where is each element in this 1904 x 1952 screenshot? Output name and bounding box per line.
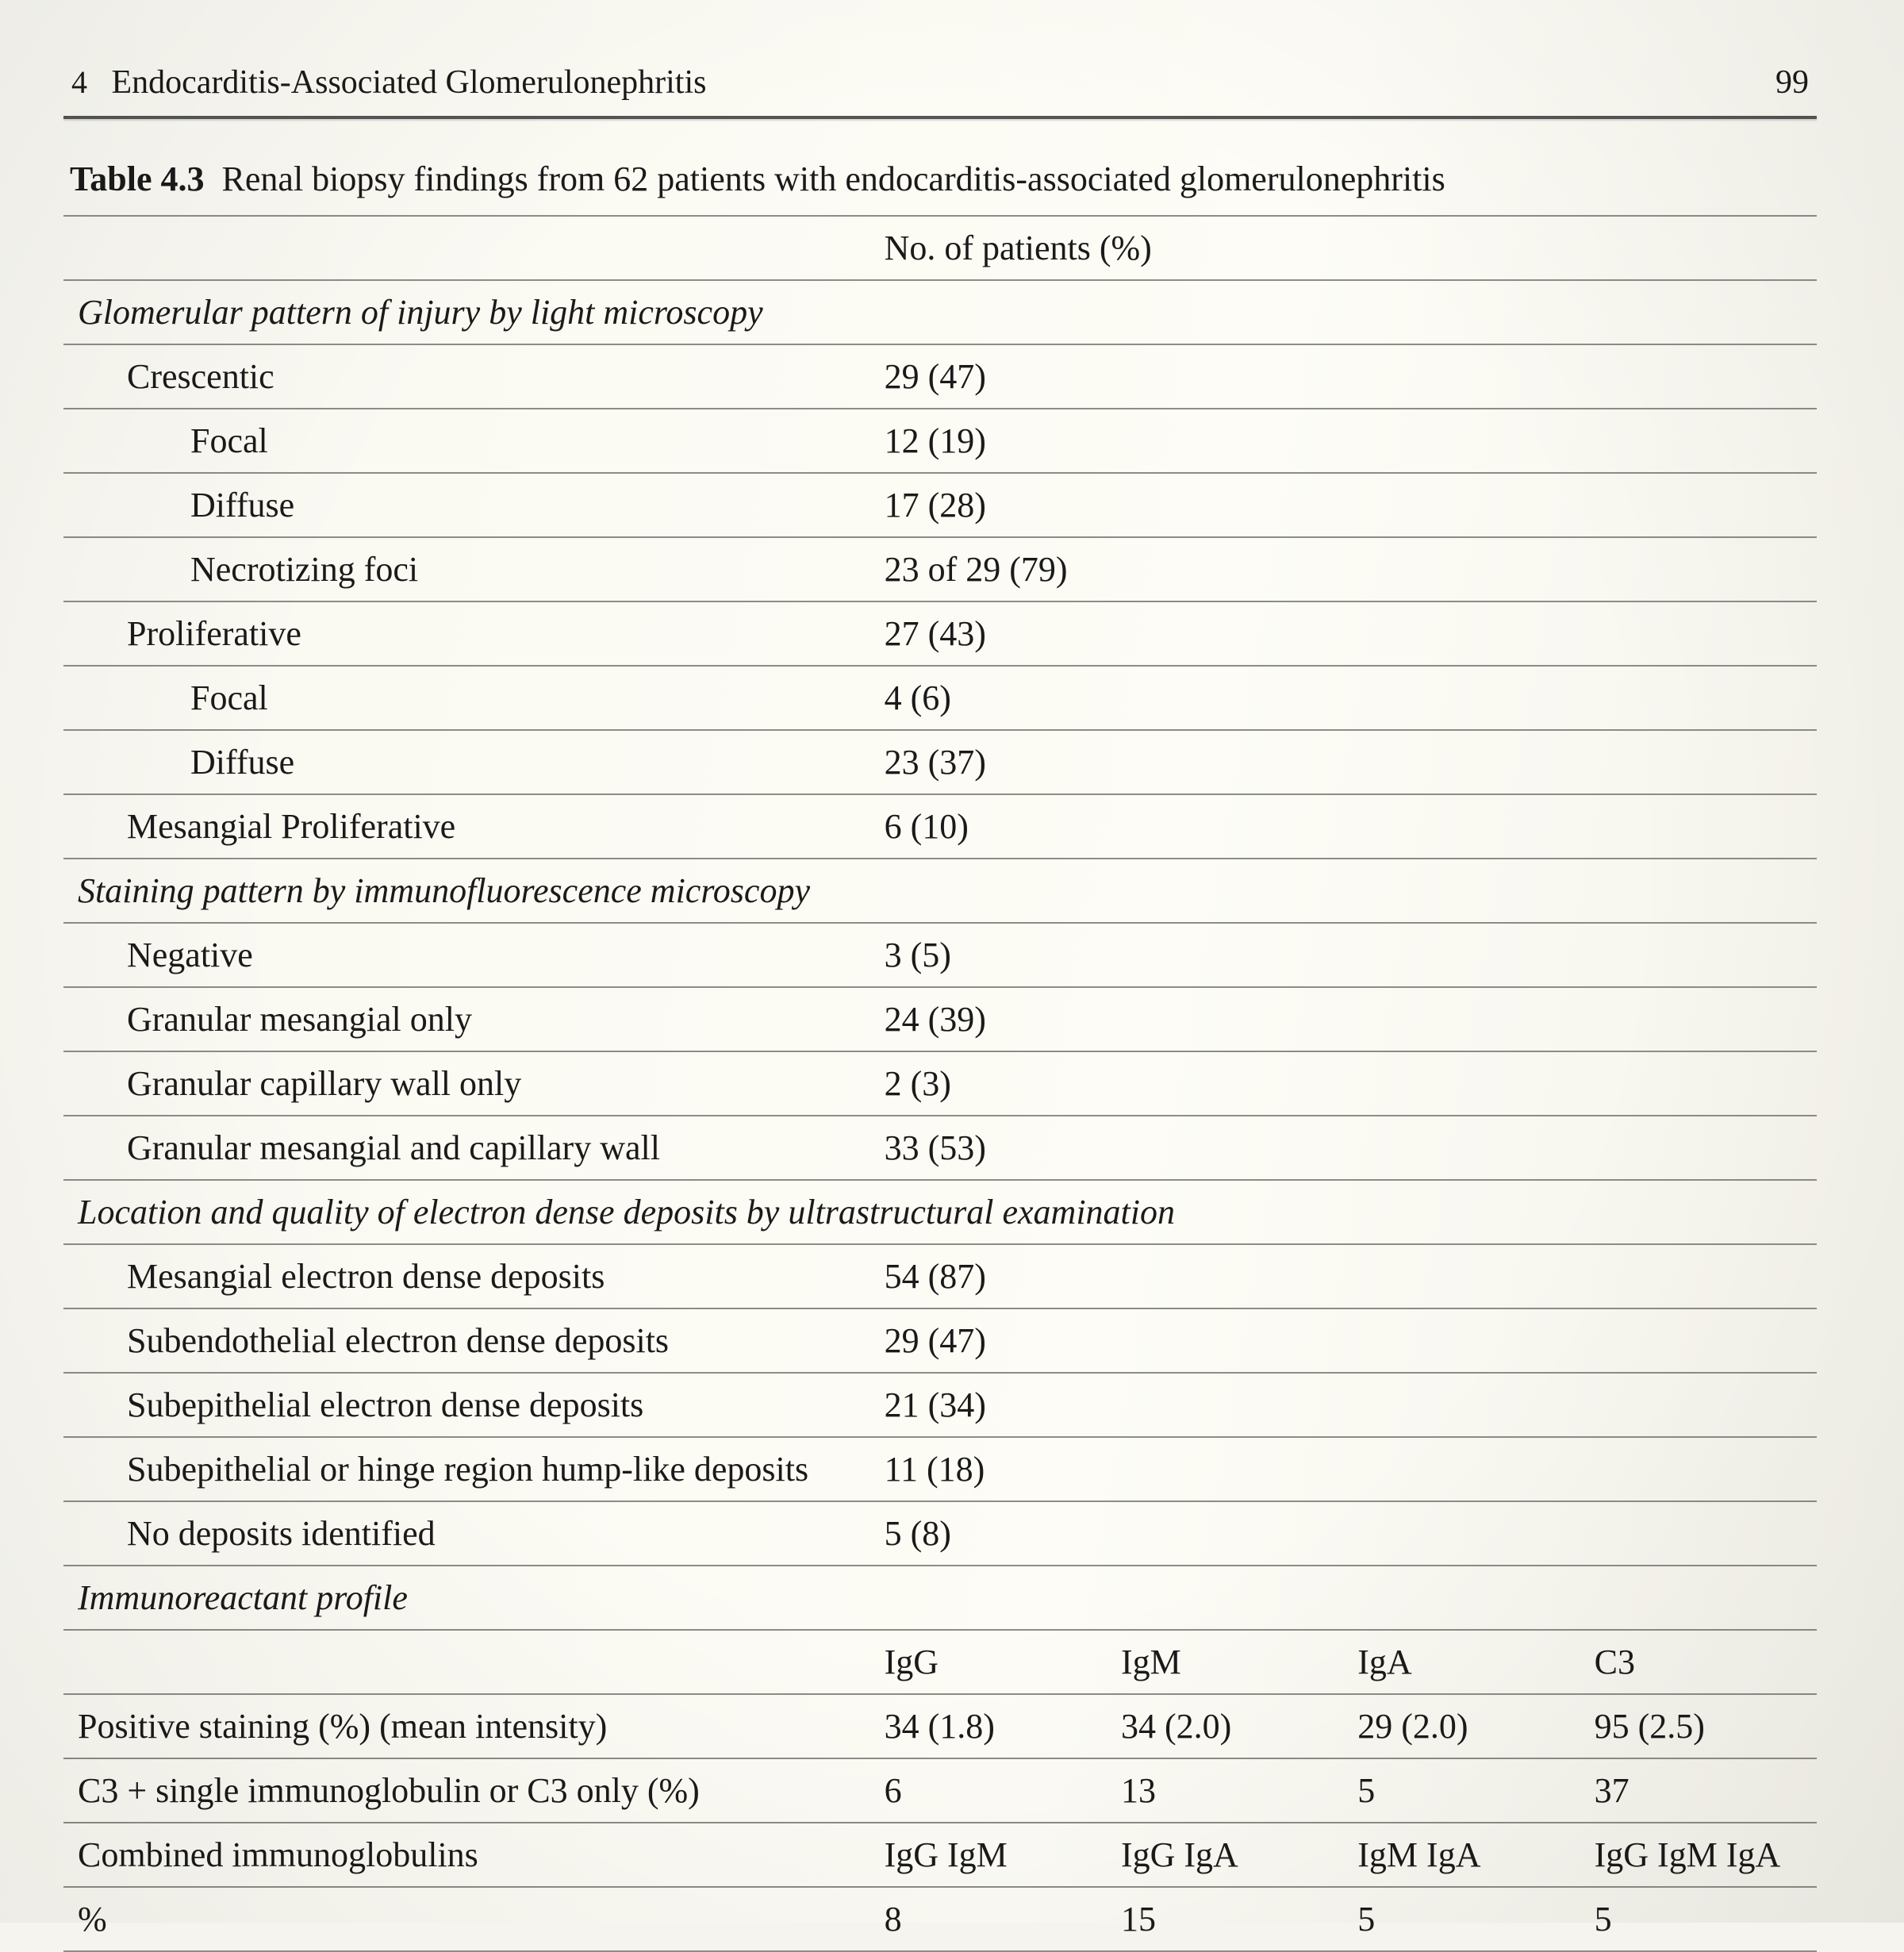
row-label: Positive staining (%) (mean intensity) — [63, 1694, 870, 1758]
row-value: 23 (37) — [870, 730, 1817, 794]
row-value: IgG IgM IgA — [1580, 1823, 1817, 1887]
row-value: 54 (87) — [870, 1244, 1817, 1308]
column-header-blank — [63, 216, 870, 280]
row-label: Mesangial Proliferative — [63, 794, 870, 859]
row-value: 13 — [1107, 1758, 1343, 1823]
row-value: 34 (2.0) — [1107, 1694, 1343, 1758]
section-title: Glomerular pattern of injury by light mi… — [63, 280, 1817, 344]
row-value: 37 — [1580, 1758, 1817, 1823]
row-label: Subendothelial electron dense deposits — [63, 1308, 870, 1373]
row-value: 34 (1.8) — [870, 1694, 1107, 1758]
row-label: Subepithelial electron dense deposits — [63, 1373, 870, 1437]
row-value: 29 (47) — [870, 1308, 1817, 1373]
row-value: 6 (10) — [870, 794, 1817, 859]
row-label: Negative — [63, 923, 870, 987]
row-label: No deposits identified — [63, 1501, 870, 1566]
page-number: 99 — [1775, 63, 1809, 102]
column-header: IgG — [870, 1630, 1107, 1694]
row-value: 3 (5) — [870, 923, 1817, 987]
row-label: Granular capillary wall only — [63, 1051, 870, 1116]
row-label: Proliferative — [63, 601, 870, 666]
row-label: Granular mesangial and capillary wall — [63, 1116, 870, 1180]
table-label: Table 4.3 — [70, 159, 205, 198]
row-value: 12 (19) — [870, 409, 1817, 473]
row-value: 5 — [1343, 1887, 1580, 1951]
section-title: Immunoreactant profile — [63, 1566, 1817, 1630]
running-title-group: 4 Endocarditis-Associated Glomerulonephr… — [71, 63, 707, 102]
row-value: 21 (34) — [870, 1373, 1817, 1437]
row-value: IgG IgM — [870, 1823, 1107, 1887]
column-header-blank — [63, 1630, 870, 1694]
column-header-value: No. of patients (%) — [870, 216, 1817, 280]
section-title: Location and quality of electron dense d… — [63, 1180, 1817, 1244]
row-label: Subepithelial or hinge region hump-like … — [63, 1437, 870, 1501]
row-value: 11 (18) — [870, 1437, 1817, 1501]
row-value: 5 — [1580, 1887, 1817, 1951]
row-value: IgG IgA — [1107, 1823, 1343, 1887]
row-value: 5 — [1343, 1758, 1580, 1823]
running-header: 4 Endocarditis-Associated Glomerulonephr… — [63, 63, 1817, 111]
running-title: Endocarditis-Associated Glomerulonephrit… — [112, 64, 707, 101]
row-value: 24 (39) — [870, 987, 1817, 1051]
row-label: Necrotizing foci — [63, 537, 870, 601]
column-header: C3 — [1580, 1630, 1817, 1694]
row-label: Granular mesangial only — [63, 987, 870, 1051]
row-value: 17 (28) — [870, 473, 1817, 537]
table-caption: Table 4.3 Renal biopsy findings from 62 … — [63, 159, 1817, 199]
column-header: IgA — [1343, 1630, 1580, 1694]
section-title: Staining pattern by immunofluorescence m… — [63, 859, 1817, 923]
row-value: 33 (53) — [870, 1116, 1817, 1180]
row-value: 23 of 29 (79) — [870, 537, 1817, 601]
column-header: IgM — [1107, 1630, 1343, 1694]
row-label: % — [63, 1887, 870, 1951]
row-value: 27 (43) — [870, 601, 1817, 666]
row-label: C3 + single immunoglobulin or C3 only (%… — [63, 1758, 870, 1823]
row-value: IgM IgA — [1343, 1823, 1580, 1887]
page: 4 Endocarditis-Associated Glomerulonephr… — [0, 0, 1904, 1923]
row-value: 5 (8) — [870, 1501, 1817, 1566]
findings-table: No. of patients (%)Glomerular pattern of… — [63, 215, 1817, 1566]
row-value: 4 (6) — [870, 666, 1817, 730]
row-label: Focal — [63, 666, 870, 730]
row-value: 95 (2.5) — [1580, 1694, 1817, 1758]
row-value: 8 — [870, 1887, 1107, 1951]
row-value: 6 — [870, 1758, 1107, 1823]
immunoreactant-table: Immunoreactant profile IgGIgMIgAC3 Positi… — [63, 1565, 1817, 1952]
row-label: Crescentic — [63, 344, 870, 409]
row-label: Combined immunoglobulins — [63, 1823, 870, 1887]
header-rule — [63, 116, 1817, 119]
row-value: 29 (47) — [870, 344, 1817, 409]
row-value: 15 — [1107, 1887, 1343, 1951]
chapter-number: 4 — [71, 64, 87, 100]
row-value: 2 (3) — [870, 1051, 1817, 1116]
row-label: Diffuse — [63, 473, 870, 537]
row-label: Focal — [63, 409, 870, 473]
row-value: 29 (2.0) — [1343, 1694, 1580, 1758]
row-label: Diffuse — [63, 730, 870, 794]
table-caption-text: Renal biopsy findings from 62 patients w… — [222, 159, 1445, 198]
row-label: Mesangial electron dense deposits — [63, 1244, 870, 1308]
